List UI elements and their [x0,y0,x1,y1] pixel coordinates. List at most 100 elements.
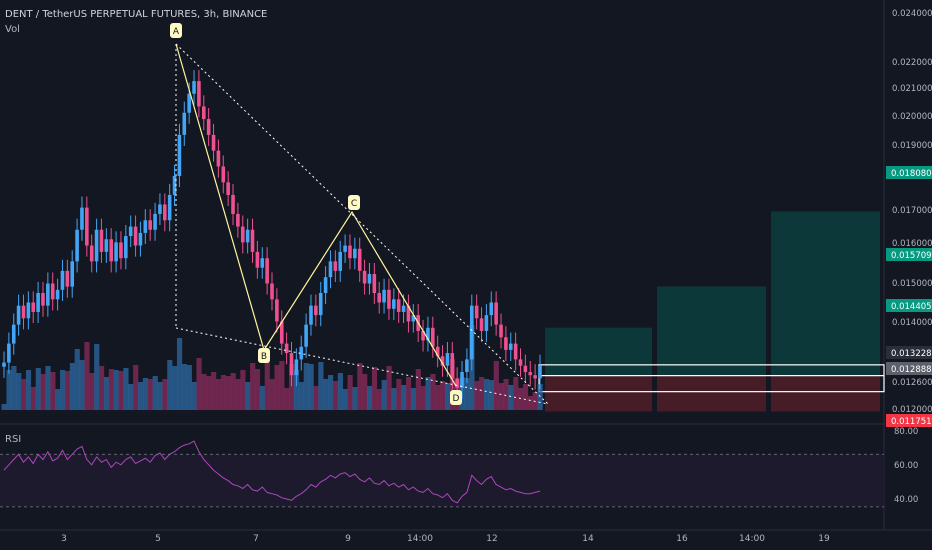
volume-bar [25,370,32,410]
volume-bar [493,361,499,410]
volume-bar [245,382,251,410]
price-tick-label: 0.012000 [892,405,932,415]
volume-bar [352,387,358,410]
volume-bar [410,388,417,410]
stop-zone-1 [545,375,652,412]
volume-bar [415,369,421,410]
price-tick-label: 0.015000 [892,279,932,289]
volume-bar [16,373,22,410]
candle-body [138,232,143,246]
volume-bar [113,370,119,410]
candle-body [114,242,118,262]
price-marker: 0.015709 [886,248,932,261]
candle-body [26,302,31,319]
volume-bar [6,370,12,410]
candle-body [260,258,265,268]
volume-bar [522,384,529,410]
volume-label: Vol [5,24,20,35]
price-marker-label: 0.018080 [891,169,932,179]
volume-bar [332,381,339,410]
volume-bar [79,360,85,410]
candle-body [245,229,250,243]
candle-body [50,283,55,300]
candle-body [11,324,16,344]
candle-body [65,270,70,287]
time-tick-label: 9 [345,534,351,544]
volume-bar [508,385,514,410]
price-tick-label: 0.014000 [892,318,932,328]
candle-body [450,353,455,379]
candle-body [70,261,75,287]
chart-title: DENT / TetherUS PERPETUAL FUTURES, 3h, B… [5,9,268,20]
volume-bar [147,379,153,410]
rsi-tick-label: 40.00 [894,495,918,505]
candle-body [148,220,152,230]
candle-body [80,207,84,230]
rsi-tick-label: 60.00 [894,461,918,471]
time-tick-label: 3 [61,534,67,544]
volume-bar [313,386,319,410]
time-tick-label: 16 [676,534,688,544]
lower-trendline [175,327,549,405]
volume-bar [342,389,348,410]
volume-bar [298,382,304,410]
candle-body [133,226,138,246]
candle-body [479,318,484,331]
candle-body [294,359,299,376]
candle-body [177,134,182,176]
volume-bar [401,385,407,410]
volume-series [1,325,543,410]
price-tick-label: 0.012600 [892,378,932,388]
candle-body [499,324,503,338]
price-tick-label: 0.024000 [892,9,932,19]
volume-bar [488,380,495,410]
candle-body [309,305,313,325]
candle-body [75,229,79,262]
volume-bar [513,377,519,410]
volume-bar [186,365,192,410]
candle-body [382,289,386,303]
candle-body [421,330,425,341]
price-marker: 0.011751 [886,414,932,427]
volume-bar [371,367,378,410]
price-tick-label: 0.022000 [892,58,932,68]
price-marker-bg [886,362,932,375]
volume-bar [123,368,129,410]
volume-bar [35,368,41,410]
volume-bar [474,381,480,410]
stop-zone-2 [657,375,766,412]
candle-body [31,302,36,312]
candle-body [426,327,430,341]
volume-bar [201,374,207,410]
candle-body [265,258,269,284]
volume-bar [225,376,231,410]
volume-bar [293,370,300,410]
candle-body [284,343,289,354]
price-marker-label: 0.014405 [891,302,932,312]
volume-bar [537,384,543,410]
time-tick-label: 12 [486,534,497,544]
rsi-band [0,454,884,507]
volume-bar [386,366,392,410]
candle-body [460,372,464,388]
volume-bar [503,379,509,410]
candle-body [60,270,65,290]
candle-body [275,299,279,322]
volume-bar [89,373,95,410]
harmonic-point-label: B [261,352,267,362]
price-marker-label: 0.012888 [891,365,932,375]
candle-body [128,226,133,237]
volume-bar [284,388,290,410]
volume-bar [303,363,309,410]
target-zone-3 [771,211,880,376]
candle-body [250,229,255,252]
time-tick-label: 14 [582,534,594,544]
candle-body [197,81,201,107]
candle-body [538,365,542,379]
candle-body [226,182,230,195]
candle-body [187,93,191,113]
harmonic-point-d: D [450,390,462,405]
volume-bar [328,375,334,410]
